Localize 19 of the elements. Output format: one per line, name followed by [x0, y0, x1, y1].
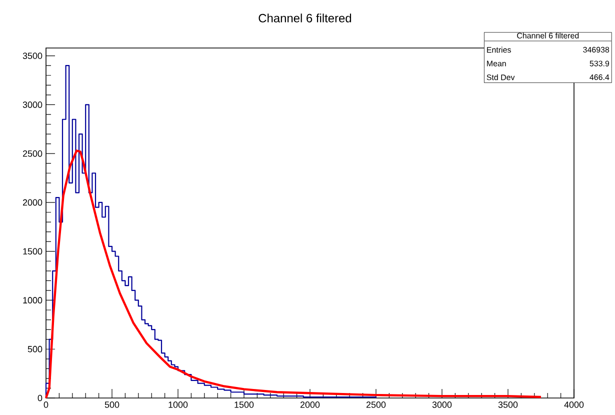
x-tick-label: 1500 [234, 402, 254, 408]
x-tick-label: 4000 [564, 402, 584, 408]
y-tick-label: 2500 [22, 150, 42, 157]
x-tick-label: 1000 [168, 402, 188, 408]
x-tick-label: 500 [104, 402, 120, 408]
x-tick-label: 2500 [366, 402, 386, 408]
y-tick-label: 1500 [23, 248, 42, 255]
y-tick-label: 2000 [22, 199, 42, 206]
y-tick-label: 500 [28, 346, 42, 352]
x-tick-label: 0 [44, 402, 48, 408]
y-tick-label: 0 [38, 394, 42, 402]
y-tick-label: 3000 [22, 102, 42, 108]
y-tick-label: 1000 [23, 297, 42, 304]
line-series [44, 150, 542, 400]
x-tick-label: 2000 [300, 402, 320, 408]
x-tick-label: 3000 [432, 402, 452, 408]
x-tick-label: 3500 [498, 402, 518, 408]
chart-title: Channel 6 filtered [258, 14, 352, 22]
y-tick-label: 3500 [22, 52, 42, 59]
